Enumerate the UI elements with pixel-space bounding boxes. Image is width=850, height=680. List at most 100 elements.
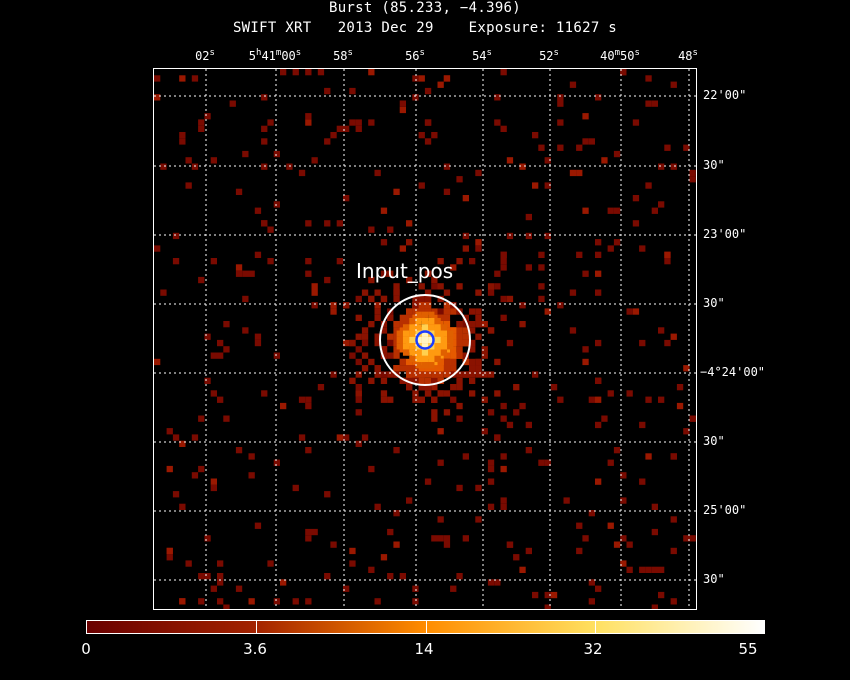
source-count-pixel	[462, 371, 469, 378]
background-count-pixel	[154, 358, 161, 366]
source-core-pixel	[434, 336, 441, 344]
source-core-pixel	[421, 311, 429, 318]
background-count-pixel	[261, 138, 268, 145]
background-count-pixel	[456, 484, 463, 492]
background-count-pixel	[387, 573, 394, 580]
background-count-pixel	[683, 144, 690, 151]
background-count-pixel	[557, 302, 564, 309]
background-count-pixel	[500, 258, 507, 265]
background-count-pixel	[487, 579, 495, 586]
background-count-pixel	[305, 69, 312, 76]
background-count-pixel	[626, 308, 633, 315]
background-count-pixel	[210, 478, 217, 485]
background-count-pixel	[343, 585, 350, 592]
background-count-pixel	[254, 339, 262, 347]
source-count-pixel	[456, 384, 463, 391]
source-region-circle	[379, 294, 471, 386]
source-count-pixel	[481, 352, 488, 359]
source-count-pixel	[406, 314, 413, 321]
background-count-pixel	[324, 276, 331, 284]
source-count-pixel	[469, 377, 476, 384]
background-count-pixel	[532, 591, 539, 599]
background-count-pixel	[305, 528, 312, 536]
background-count-pixel	[569, 169, 577, 177]
background-count-pixel	[487, 478, 495, 485]
background-count-pixel	[443, 163, 451, 170]
background-count-pixel	[160, 289, 167, 296]
background-count-pixel	[179, 503, 186, 510]
background-count-pixel	[500, 295, 507, 303]
background-count-pixel	[475, 484, 482, 492]
background-count-pixel	[261, 125, 268, 132]
source-count-pixel	[475, 314, 482, 321]
background-count-pixel	[595, 478, 602, 485]
source-core-pixel	[409, 349, 416, 356]
source-core-pixel	[415, 362, 422, 369]
background-count-pixel	[670, 333, 677, 340]
source-count-pixel	[481, 346, 488, 353]
background-count-pixel	[248, 598, 255, 605]
background-count-pixel	[273, 201, 280, 208]
source-count-pixel	[393, 346, 400, 353]
background-count-pixel	[355, 358, 362, 366]
background-count-pixel	[670, 547, 677, 555]
background-count-pixel	[424, 478, 432, 485]
background-count-pixel	[595, 421, 602, 429]
background-count-pixel	[582, 535, 589, 542]
background-count-pixel	[349, 87, 356, 95]
background-count-pixel	[613, 239, 621, 246]
background-count-pixel	[588, 138, 595, 145]
background-count-pixel	[462, 453, 469, 460]
source-count-pixel	[487, 283, 495, 290]
background-count-pixel	[273, 598, 280, 605]
background-count-pixel	[532, 182, 539, 189]
source-core-pixel	[440, 330, 448, 337]
background-count-pixel	[248, 270, 255, 277]
source-core-pixel	[421, 317, 429, 325]
background-count-pixel	[632, 195, 640, 202]
source-count-pixel	[424, 390, 432, 397]
source-count-pixel	[418, 295, 425, 303]
source-count-pixel	[462, 358, 469, 366]
background-count-pixel	[343, 434, 350, 441]
source-count-pixel	[349, 339, 356, 347]
background-count-pixel	[336, 220, 343, 227]
background-count-pixel	[305, 598, 312, 605]
background-count-pixel	[437, 459, 444, 466]
background-count-pixel	[305, 396, 312, 403]
dec-tick-label: 30"	[703, 296, 725, 310]
source-core-pixel	[428, 349, 435, 356]
source-core-pixel	[421, 355, 429, 363]
source-count-pixel	[412, 377, 419, 384]
background-count-pixel	[217, 352, 224, 359]
background-count-pixel	[513, 554, 520, 561]
dec-tick-label: 25'00"	[703, 503, 747, 517]
background-count-pixel	[651, 528, 658, 536]
background-count-pixel	[475, 239, 482, 246]
background-count-pixel	[280, 579, 287, 586]
background-count-pixel	[368, 69, 375, 76]
source-count-pixel	[437, 371, 444, 378]
source-core-pixel	[402, 324, 410, 331]
background-count-pixel	[399, 100, 406, 107]
background-count-pixel	[620, 560, 627, 567]
xray-image-panel[interactable]	[153, 68, 697, 610]
ra-tick-label: 40m50s	[600, 48, 640, 64]
source-count-pixel	[368, 276, 375, 284]
source-count-pixel	[355, 371, 362, 378]
background-count-pixel	[191, 472, 199, 479]
background-count-pixel	[223, 321, 230, 328]
background-count-pixel	[210, 390, 217, 397]
background-count-pixel	[601, 415, 608, 422]
source-count-pixel	[387, 352, 394, 359]
background-count-pixel	[626, 541, 633, 548]
background-count-pixel	[355, 125, 362, 132]
dec-tick-label: 30"	[703, 572, 725, 586]
source-core-pixel	[434, 330, 441, 337]
background-count-pixel	[576, 144, 583, 151]
source-count-pixel	[406, 371, 413, 378]
background-count-pixel	[387, 226, 394, 233]
background-count-pixel	[191, 163, 199, 170]
source-count-pixel	[443, 314, 451, 321]
source-count-pixel	[412, 308, 419, 315]
